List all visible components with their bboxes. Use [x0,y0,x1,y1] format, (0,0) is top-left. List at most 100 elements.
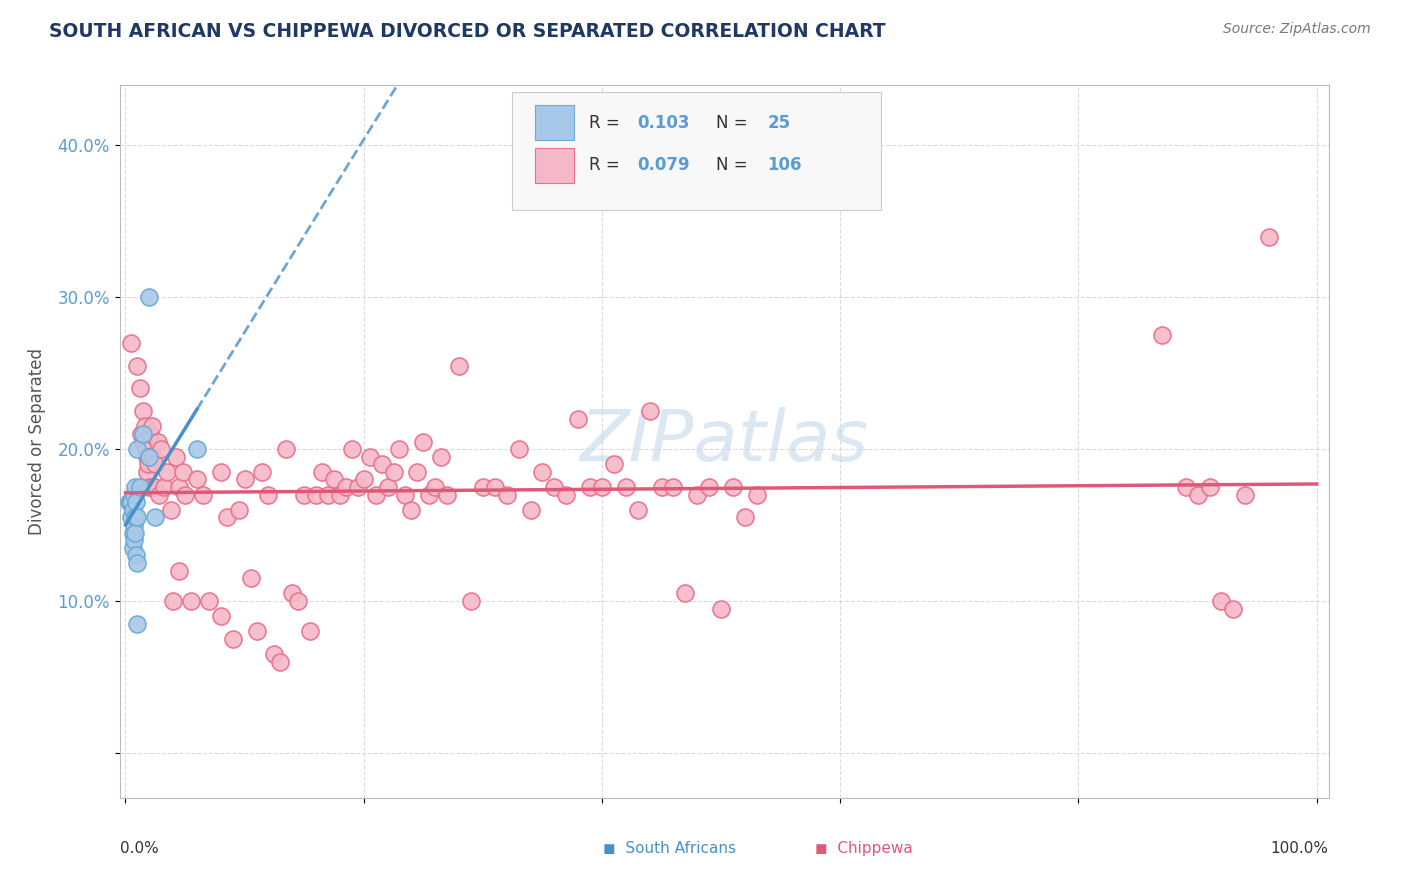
Point [263,647,285,661]
Point [172,465,194,479]
Point [1258,229,1281,244]
Text: R =: R = [589,156,624,174]
Point [305,488,328,502]
Point [591,480,613,494]
Text: 0.079: 0.079 [637,156,690,174]
Point [1222,601,1244,615]
Point [127,510,149,524]
Point [121,525,143,540]
Point [138,450,160,464]
Point [252,465,274,479]
Point [603,458,626,472]
Point [484,480,506,494]
Point [447,359,470,373]
Point [127,359,149,373]
Point [132,434,155,449]
Point [495,488,517,502]
Point [567,411,589,425]
Point [156,465,179,479]
Point [143,458,166,472]
Point [531,465,554,479]
Point [662,480,685,494]
Point [370,458,392,472]
Point [209,609,232,624]
Point [425,480,447,494]
Point [430,450,453,464]
Point [340,442,363,457]
Point [651,480,673,494]
Point [382,465,405,479]
Point [174,488,197,502]
Point [167,564,190,578]
Point [142,450,165,464]
Point [239,571,262,585]
Point [152,480,174,494]
Point [120,495,142,509]
Point [191,488,214,502]
Point [292,488,315,502]
Point [745,488,768,502]
Text: 0.103: 0.103 [637,113,689,131]
Point [120,335,142,350]
Point [132,404,155,418]
Point [436,488,458,502]
FancyBboxPatch shape [512,92,882,210]
Point [394,488,416,502]
Point [228,503,250,517]
Point [186,442,208,457]
Text: ◼  Chippewa: ◼ Chippewa [814,841,912,856]
Text: ZIPatlas: ZIPatlas [579,407,869,476]
Point [299,624,322,639]
Point [276,442,298,457]
Point [697,480,720,494]
Point [135,442,157,457]
Point [150,442,173,457]
Text: Source: ZipAtlas.com: Source: ZipAtlas.com [1223,22,1371,37]
Point [353,473,375,487]
Point [673,586,696,600]
Point [121,503,143,517]
Point [138,480,160,494]
Point [412,434,434,449]
Point [124,525,146,540]
Point [162,594,184,608]
Point [159,503,181,517]
Point [359,450,381,464]
Point [143,480,166,494]
Point [143,510,166,524]
Point [165,450,187,464]
Point [125,495,148,509]
Bar [536,105,574,140]
Point [118,495,141,509]
Bar [536,148,574,183]
Y-axis label: Divorced or Separated: Divorced or Separated [28,348,46,535]
Point [1211,594,1233,608]
Point [329,488,352,502]
Text: N =: N = [716,156,752,174]
Point [120,510,142,524]
Text: R =: R = [589,113,624,131]
Point [180,594,202,608]
Point [127,616,149,631]
Point [141,480,163,494]
Point [686,488,709,502]
Point [167,480,190,494]
Text: 25: 25 [768,113,790,131]
Point [377,480,399,494]
Point [122,518,145,533]
Point [287,594,309,608]
Point [721,480,744,494]
Point [148,488,170,502]
Point [128,381,150,395]
Point [281,586,304,600]
Point [401,503,423,517]
Point [323,473,346,487]
Point [1150,328,1173,343]
Point [141,419,163,434]
Point [135,450,157,464]
Point [138,450,160,464]
Point [257,488,280,502]
Point [269,655,291,669]
Point [1198,480,1220,494]
Point [124,480,146,494]
